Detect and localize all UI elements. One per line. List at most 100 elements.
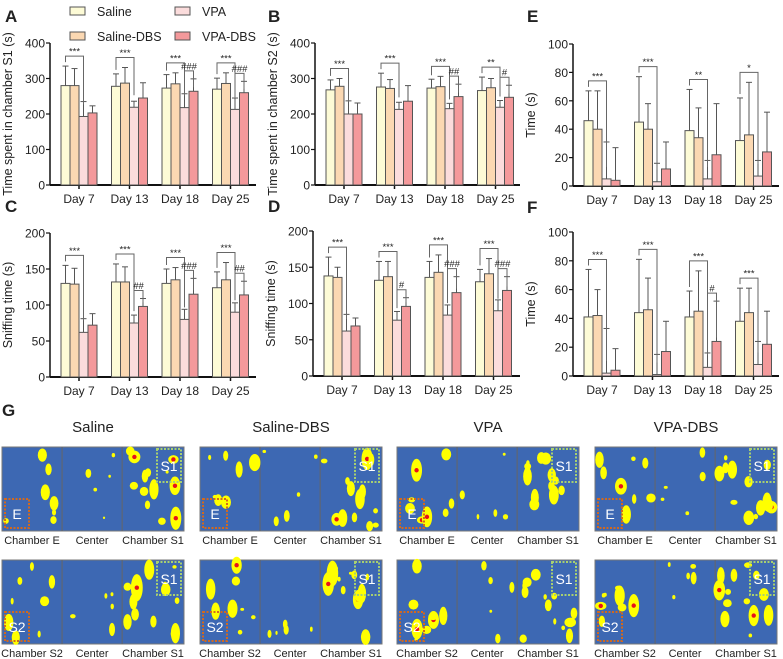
heat-spot	[329, 564, 333, 572]
bar-vpa	[442, 314, 453, 377]
y-axis-label: Sniffing time (s)	[1, 262, 15, 349]
y-tick-label: 300	[25, 72, 45, 86]
bar-vpa-dbs	[762, 151, 772, 187]
bar-saline	[583, 120, 594, 187]
bar-saline	[161, 282, 172, 378]
significance-bracket	[447, 268, 457, 301]
bar-vpa-dbs	[453, 96, 464, 186]
significance-bracket	[689, 78, 708, 167]
bar-vpa-dbs	[138, 97, 148, 186]
significance-label: ###	[232, 64, 249, 75]
heat-spot	[756, 500, 766, 516]
heat-spot	[313, 454, 318, 459]
heat-spot	[150, 615, 157, 628]
heat-spot	[570, 607, 578, 619]
heatmap-group-vpa: VPA E S1 Chamber E Center Chamber S1 S2 S1 Chamb…	[396, 419, 580, 659]
heat-peak	[364, 456, 370, 462]
chamber-label: Chamber S2	[594, 648, 656, 659]
bar-vpa	[129, 106, 139, 186]
heat-spot	[442, 508, 449, 518]
chamber-label: Chamber S2	[1, 648, 63, 659]
bar-saline-dbs	[693, 137, 704, 187]
bar-vpa	[702, 178, 713, 187]
bar-saline-dbs	[221, 279, 231, 378]
heat-spot	[565, 628, 574, 644]
heat-spot	[722, 462, 729, 474]
chamber-label: Chamber S2	[396, 648, 458, 659]
heat-spot	[111, 453, 116, 458]
chart-panel-a: A Time spent in chamber S1 (s) 0 100 200 300 4…	[1, 7, 256, 206]
bar-vpa	[78, 115, 89, 186]
x-tick-label: Day 18	[684, 193, 722, 207]
heat-peak	[424, 514, 430, 520]
y-tick-label: 50	[32, 335, 46, 349]
heat-peak	[234, 563, 239, 568]
significance-label: ***	[435, 57, 446, 68]
bar-saline	[376, 86, 386, 186]
significance-label: ***	[69, 246, 80, 257]
heat-spot	[221, 495, 231, 509]
heat-spot	[85, 468, 92, 478]
zone-box-label: S1	[555, 571, 572, 587]
significance-bracket	[184, 70, 194, 90]
heat-spot	[685, 511, 690, 516]
significance-bracket	[588, 258, 607, 362]
zone-box-s2	[399, 611, 425, 642]
heat-spot	[509, 581, 515, 593]
heat-spot	[672, 595, 676, 600]
significance-bracket	[449, 75, 459, 100]
panel-letter: F	[527, 198, 537, 217]
legend-swatch-vpa-dbs	[174, 31, 191, 41]
heat-spot	[149, 479, 159, 500]
heat-spot	[123, 582, 132, 591]
heat-spot	[725, 588, 732, 595]
heat-spot	[495, 633, 501, 644]
significance-bracket	[133, 290, 144, 312]
y-axis-label: Sniffing time (s)	[264, 260, 278, 347]
zone-box-e	[597, 498, 623, 529]
zone-box-label: S1	[753, 571, 770, 587]
heat-spot	[240, 607, 245, 611]
heat-spot	[366, 520, 374, 532]
zone-box-label: S1	[358, 458, 375, 474]
bar-saline	[325, 89, 336, 186]
x-tick-label: Day 13	[373, 383, 411, 397]
bar-saline-dbs	[693, 310, 704, 377]
significance-label: **	[695, 70, 703, 81]
bar-saline-dbs	[170, 279, 181, 378]
bar-saline-dbs	[592, 128, 603, 187]
heat-spot	[45, 463, 52, 476]
heat-spot	[273, 516, 279, 527]
y-tick-label: 200	[25, 108, 45, 122]
heat-spot	[296, 492, 301, 497]
zone-box-s1	[749, 561, 775, 596]
y-tick-label: 80	[555, 66, 569, 80]
legend-swatch-vpa	[174, 6, 191, 16]
panel-letter: D	[268, 197, 280, 216]
bar-vpa	[493, 310, 503, 377]
significance-bracket	[184, 269, 194, 306]
chart-panel-d: D Sniffing time (s) 0 50 100 150 200 Day 7 Day 1…	[264, 197, 520, 397]
panel-letter: C	[5, 197, 17, 216]
heat-spot	[523, 467, 532, 486]
x-tick-label: Day 18	[424, 383, 462, 397]
bar-saline	[161, 87, 172, 186]
chamber-label: Center	[274, 535, 307, 547]
significance-bracket	[707, 292, 717, 349]
significance-label: #	[399, 280, 405, 291]
heat-spot	[109, 622, 116, 637]
bar-vpa	[753, 363, 763, 377]
chamber-label: Chamber S1	[122, 648, 184, 659]
y-axis-label: Time spent in chamber S2 (s)	[266, 32, 280, 195]
zone-box-label: S1	[358, 571, 375, 587]
zone-box-s1	[354, 448, 380, 483]
zone-box-s2	[202, 611, 228, 642]
bar-vpa-dbs	[610, 179, 621, 187]
bar-saline	[212, 287, 222, 378]
chamber-label: Chamber S1	[517, 535, 579, 547]
bar-vpa-dbs	[610, 369, 621, 377]
heatmap-group-title: Saline	[72, 419, 114, 436]
bar-saline	[60, 282, 71, 378]
y-tick-label: 100	[288, 297, 308, 311]
heat-spot	[358, 484, 366, 500]
